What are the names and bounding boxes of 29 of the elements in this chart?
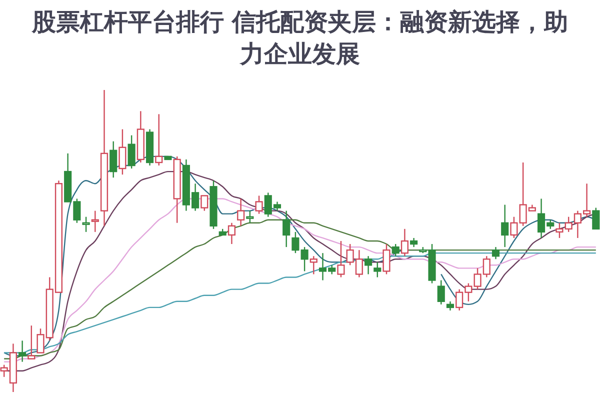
candlestick	[118, 128, 126, 176]
candlestick	[110, 140, 118, 178]
candlestick	[128, 134, 136, 170]
candlestick	[337, 240, 345, 278]
candlestick	[300, 246, 308, 272]
candlestick	[446, 300, 454, 312]
candlestick	[592, 207, 600, 230]
candlestick	[382, 243, 390, 275]
candlestick	[364, 256, 372, 275]
candlestick	[400, 228, 408, 257]
candlestick	[282, 210, 290, 248]
candlestick	[501, 204, 509, 248]
candlestick	[510, 216, 518, 239]
candlestick	[392, 243, 400, 257]
candlestick	[374, 262, 382, 278]
candlestick	[310, 256, 318, 275]
chart-title: 股票杠杆平台排行 信托配资夹层：融资新选择，助力企业发展	[30, 8, 568, 68]
candlestick	[255, 195, 263, 214]
candlestick	[228, 222, 236, 245]
candlestick	[82, 216, 90, 233]
candlestick	[492, 246, 500, 260]
candlestick	[437, 280, 445, 306]
candlestick	[155, 114, 163, 166]
candlestick	[292, 231, 300, 254]
candlestick	[28, 324, 36, 360]
candlestick	[410, 237, 418, 248]
candlestick	[91, 210, 99, 233]
candlestick	[18, 340, 26, 362]
candlestick	[200, 195, 208, 212]
